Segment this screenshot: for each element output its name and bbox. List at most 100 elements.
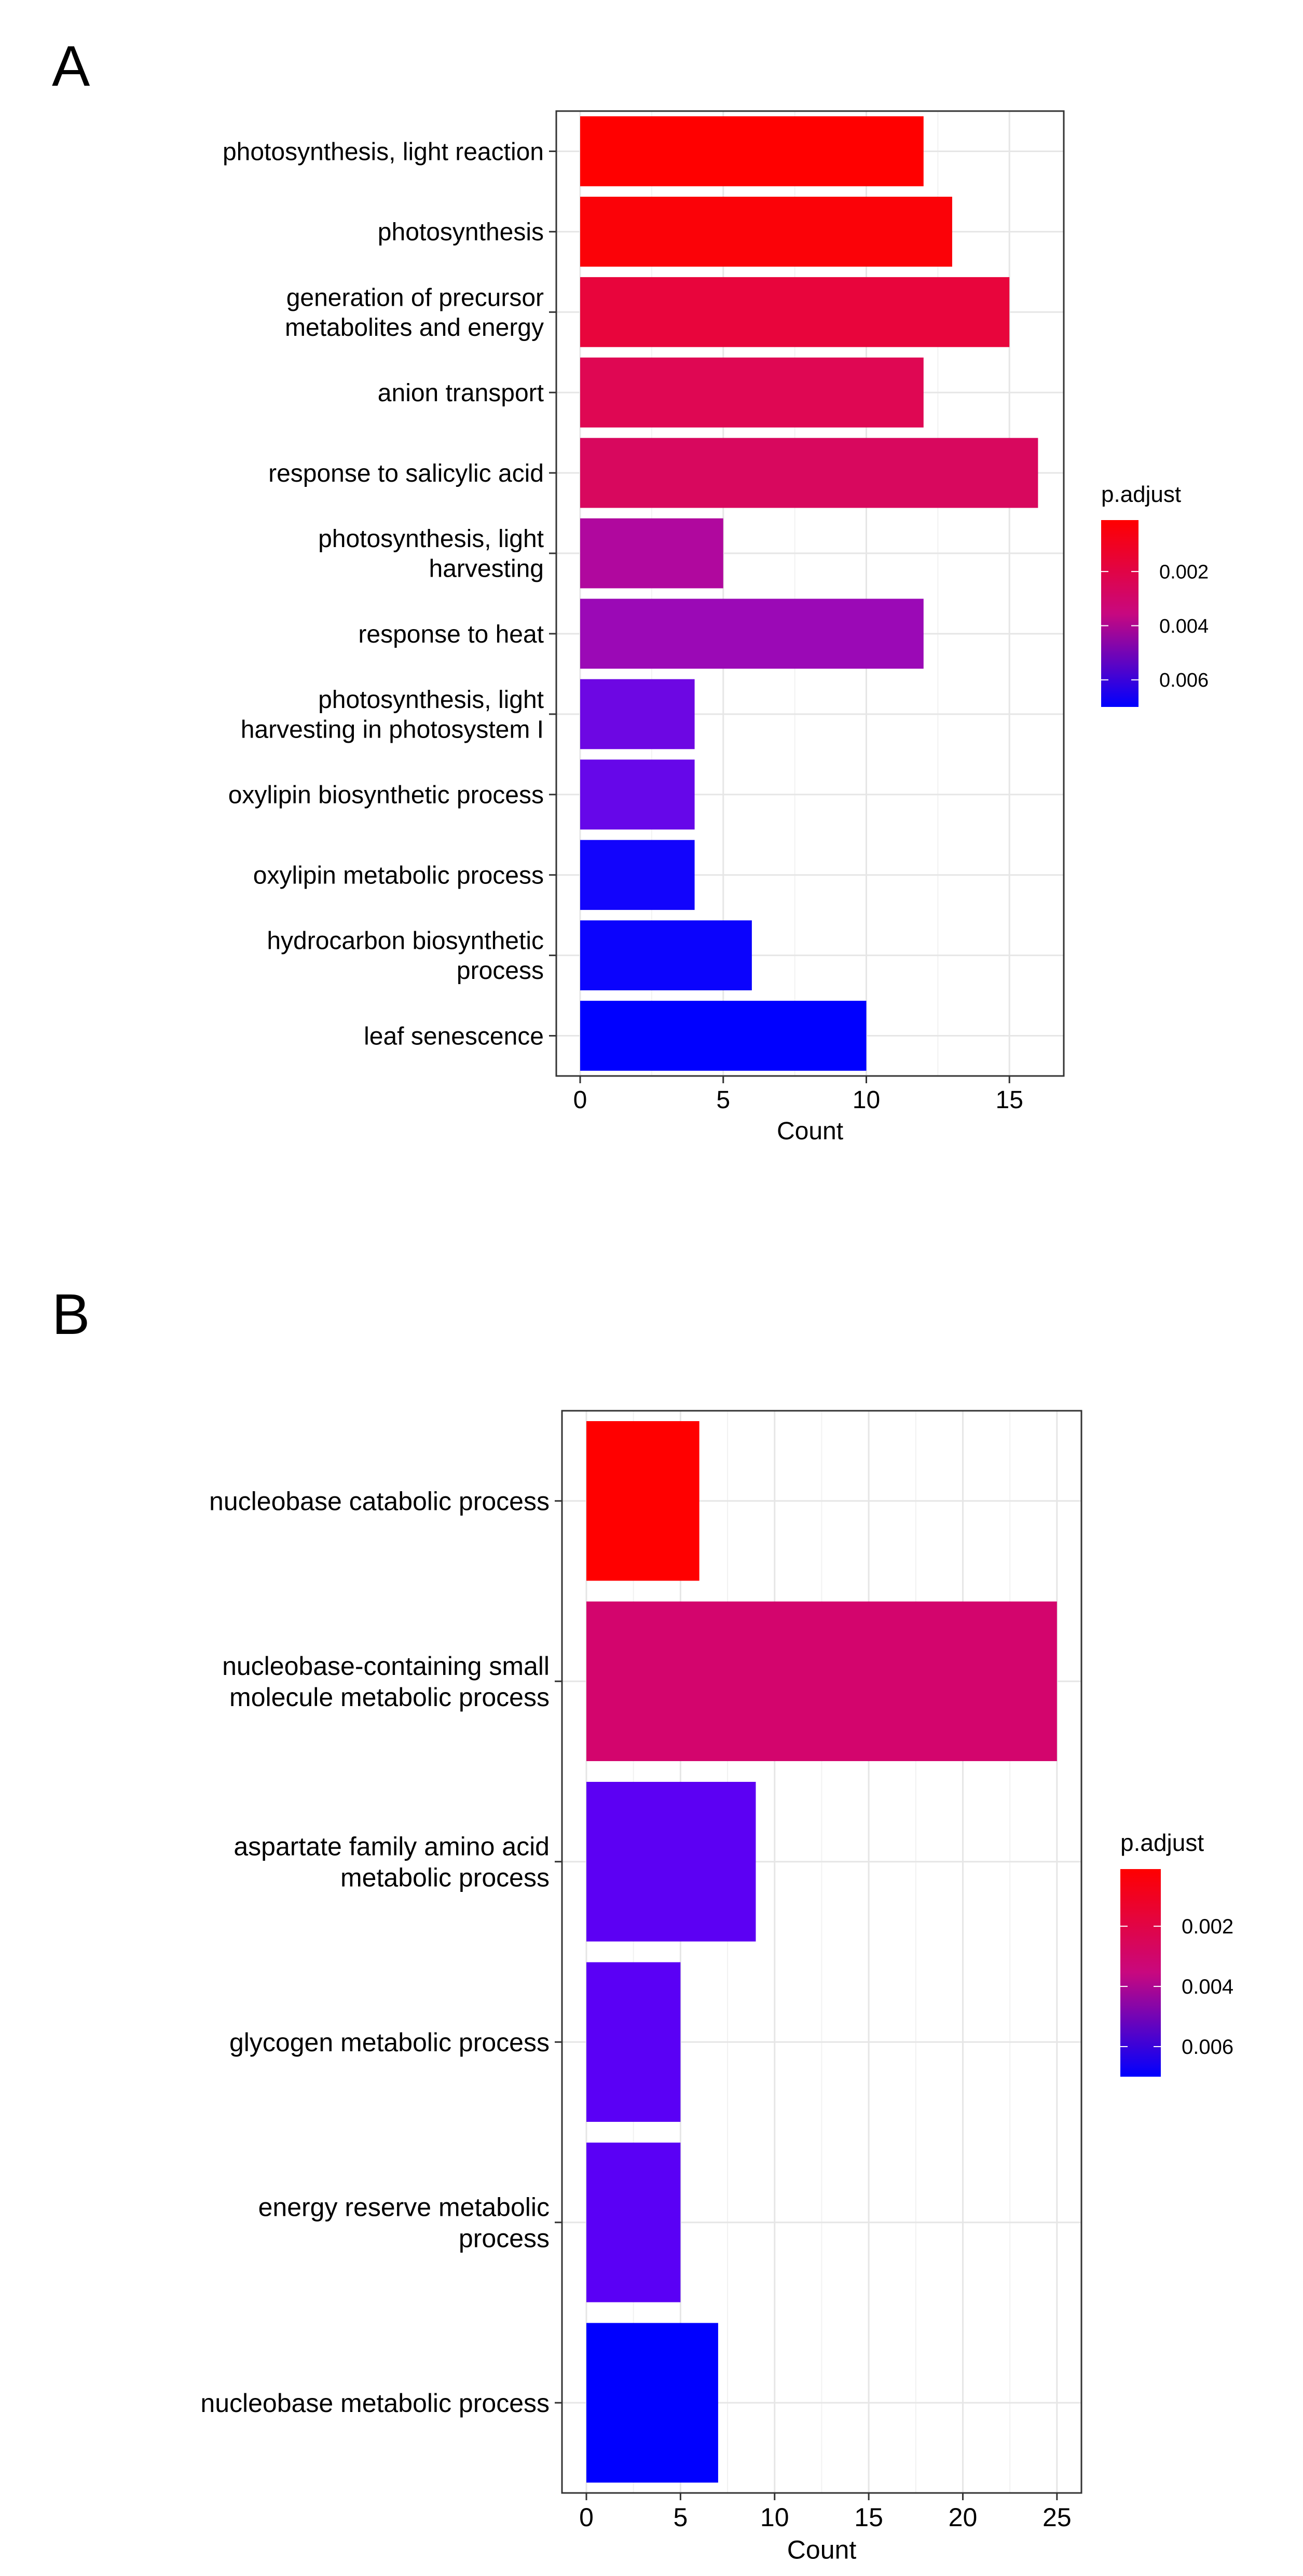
legend-label: 0.002: [1159, 561, 1209, 583]
category-label-line: energy reserve metabolic: [258, 2192, 550, 2221]
x-axis: 0 5 10 15 20 25 Count: [579, 2493, 1072, 2565]
category-label-line: photosynthesis, light reaction: [223, 138, 544, 166]
panel-b-letter: B: [52, 1283, 90, 1346]
category-label-line: nucleobase-containing small: [222, 1652, 550, 1681]
grid-lines: [562, 1411, 1081, 2493]
category-label: anion transport: [378, 379, 544, 407]
category-label-line: harvesting in photosystem I: [241, 716, 544, 743]
legend-title: p.adjust: [1101, 482, 1181, 507]
category-label: oxylipin biosynthetic process: [228, 782, 544, 809]
bar: [580, 277, 1010, 347]
x-tick-label: 20: [949, 2503, 978, 2532]
bar: [586, 1421, 699, 1581]
category-label-line: oxylipin biosynthetic process: [228, 782, 544, 809]
legend-label: 0.004: [1159, 616, 1209, 637]
category-label-line: nucleobase catabolic process: [209, 1487, 550, 1516]
category-label-line: process: [459, 2224, 550, 2253]
category-label: photosynthesis, light harvesting in photo…: [241, 686, 544, 744]
legend-label: 0.006: [1182, 2036, 1233, 2059]
legend-label: 0.002: [1182, 1915, 1233, 1938]
x-tick-label: 10: [853, 1086, 880, 1114]
plot-border: [561, 1410, 1082, 2494]
bar: [580, 920, 752, 991]
category-label-line: process: [457, 957, 544, 985]
category-label: aspartate family amino acid metabolic pro…: [234, 1832, 550, 1892]
bars: [586, 1421, 1057, 2483]
bar: [586, 2142, 681, 2302]
x-tick-label: 5: [673, 2503, 688, 2532]
bar: [580, 357, 924, 428]
category-label-line: photosynthesis, light: [318, 525, 544, 553]
category-label-line: hydrocarbon biosynthetic: [267, 928, 544, 955]
category-label: energy reserve metabolic process: [258, 2192, 550, 2253]
bars: [580, 116, 1038, 1071]
chart-a: photosynthesis, light reaction photosynth…: [223, 110, 1209, 1145]
category-label: nucleobase metabolic process: [200, 2389, 550, 2418]
chart-b: nucleobase catabolic process nucleobase-c…: [200, 1410, 1233, 2565]
bar: [580, 116, 924, 186]
category-label-line: leaf senescence: [364, 1023, 544, 1050]
x-tick-label: 5: [716, 1086, 730, 1114]
category-label-line: response to salicylic acid: [268, 460, 544, 487]
category-label: photosynthesis, light harvesting: [318, 525, 544, 583]
legend-label: 0.006: [1159, 670, 1209, 691]
category-label-line: aspartate family amino acid: [234, 1832, 550, 1861]
category-label-line: photosynthesis: [378, 219, 544, 246]
legend: p.adjust 0.002 0.004 0.006: [1120, 1829, 1233, 2077]
category-label: response to salicylic acid: [268, 460, 544, 487]
x-tick-label: 0: [579, 2503, 594, 2532]
bar: [580, 598, 924, 669]
bar: [586, 1781, 756, 1942]
legend-colorbar: [1120, 1869, 1161, 2077]
legend-title: p.adjust: [1120, 1829, 1204, 1856]
category-label-line: anion transport: [378, 379, 544, 407]
bar: [586, 1601, 1057, 1762]
bar: [580, 679, 695, 749]
category-label-line: molecule metabolic process: [229, 1683, 550, 1712]
category-label-line: photosynthesis, light: [318, 686, 544, 714]
x-tick-label: 10: [760, 2503, 789, 2532]
x-tick-label: 0: [573, 1086, 587, 1114]
category-label: photosynthesis: [378, 219, 544, 246]
bar: [580, 759, 695, 830]
bar: [580, 1001, 867, 1071]
bar: [580, 196, 952, 267]
category-label-line: harvesting: [429, 555, 544, 583]
x-axis: 0 5 10 15 Count: [573, 1076, 1023, 1145]
legend-label: 0.004: [1182, 1975, 1233, 1998]
category-label-line: metabolites and energy: [285, 314, 544, 342]
category-label: photosynthesis, light reaction: [223, 138, 544, 166]
category-label-line: response to heat: [358, 621, 544, 648]
category-label: nucleobase-containing small molecule meta…: [222, 1652, 550, 1712]
category-label: glycogen metabolic process: [229, 2028, 550, 2057]
legend-colorbar: [1101, 520, 1139, 707]
category-label-line: generation of precursor: [286, 284, 544, 311]
category-label-line: nucleobase metabolic process: [200, 2389, 550, 2418]
bar: [580, 518, 723, 589]
category-label: hydrocarbon biosynthetic process: [267, 928, 544, 985]
x-tick-label: 15: [996, 1086, 1023, 1114]
category-label: generation of precursor metabolites and e…: [285, 284, 544, 342]
x-axis-title: Count: [777, 1117, 843, 1145]
legend: p.adjust 0.002 0.004 0.006: [1101, 482, 1209, 707]
category-label: response to heat: [358, 621, 544, 648]
x-tick-label: 15: [854, 2503, 883, 2532]
category-label-line: glycogen metabolic process: [229, 2028, 550, 2057]
bar: [580, 840, 695, 910]
bar: [586, 1962, 681, 2122]
x-tick-label: 25: [1043, 2503, 1072, 2532]
bar: [586, 2323, 718, 2483]
panel-a-letter: A: [52, 34, 90, 98]
category-label: leaf senescence: [364, 1023, 544, 1050]
category-labels: photosynthesis, light reaction photosynth…: [223, 138, 556, 1050]
category-label-line: metabolic process: [340, 1863, 550, 1892]
category-labels: nucleobase catabolic process nucleobase-c…: [200, 1487, 562, 2418]
x-axis-title: Count: [787, 2536, 857, 2565]
category-label: nucleobase catabolic process: [209, 1487, 550, 1516]
bar: [580, 438, 1038, 508]
category-label-line: oxylipin metabolic process: [253, 862, 544, 890]
category-label: oxylipin metabolic process: [253, 862, 544, 890]
plot-border: [555, 110, 1065, 1077]
